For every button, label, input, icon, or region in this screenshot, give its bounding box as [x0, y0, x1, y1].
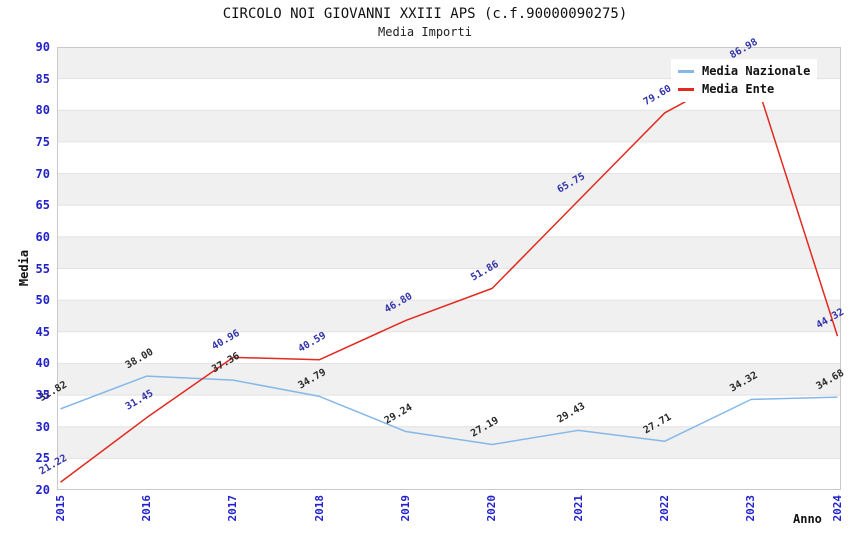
- legend-swatch-media-ente-icon: [678, 87, 694, 91]
- plot-border: [57, 47, 841, 490]
- y-tick-label: 85: [35, 71, 50, 86]
- data-label: 40.59: [296, 330, 328, 355]
- data-label: 79.60: [642, 83, 674, 108]
- legend-label: Media Ente: [702, 82, 775, 96]
- x-tick-label: 2021: [571, 495, 585, 522]
- data-label: 29.24: [383, 402, 415, 427]
- y-tick-label: 90: [35, 40, 50, 54]
- y-tick-label: 40: [35, 356, 50, 371]
- legend-swatch-media-nazionale-icon: [678, 69, 694, 73]
- x-tick-label: 2019: [398, 495, 412, 522]
- plot-area: 32.82 38.00 37.36 34.79 29.24 27.19 29.43 27.71…: [37, 37, 846, 490]
- y-tick-label: 20: [35, 483, 50, 497]
- x-tick-label: 2016: [139, 495, 153, 522]
- y-tick-label: 50: [35, 293, 50, 308]
- y-tick-label: 45: [35, 324, 50, 339]
- x-tick-label: 2017: [226, 495, 240, 522]
- y-tick-label: 55: [35, 261, 50, 276]
- y-tick-label: 80: [35, 103, 50, 118]
- legend-item-media-ente: Media Ente: [678, 80, 810, 98]
- grid-band: [57, 363, 841, 396]
- y-tick-label: 60: [35, 229, 50, 244]
- y-tick-label: 70: [35, 166, 50, 181]
- x-tick-label: 2024: [830, 495, 844, 522]
- y-tick-label: 30: [35, 419, 50, 434]
- x-tick-label: 2018: [312, 495, 326, 522]
- legend: Media Nazionale Media Ente: [671, 59, 818, 102]
- x-tick-label: 2022: [657, 495, 671, 522]
- series-line-media-nazionale: [60, 375, 838, 446]
- y-tick-label: 65: [35, 198, 50, 213]
- data-label: 29.43: [555, 401, 587, 426]
- legend-label: Media Nazionale: [702, 64, 811, 78]
- y-tick-label: 35: [35, 388, 50, 403]
- chart-subtitle: Media Importi: [378, 25, 472, 39]
- grid-band: [57, 173, 841, 206]
- y-tick-label: 25: [35, 451, 50, 466]
- x-tick-label: 2020: [485, 495, 499, 522]
- y-tick-label: 75: [35, 134, 50, 149]
- chart-title: CIRCOLO NOI GIOVANNI XXIII APS (c.f.9000…: [222, 6, 628, 22]
- grid-band: [57, 110, 841, 142]
- x-tick-label: 2015: [53, 495, 67, 522]
- grid-band: [57, 236, 841, 269]
- grid-band: [57, 426, 841, 459]
- x-axis-title: Anno: [793, 512, 822, 526]
- x-tick-label: 2023: [744, 495, 758, 522]
- legend-item-media-nazionale: Media Nazionale: [678, 62, 810, 80]
- grid-band: [57, 300, 841, 332]
